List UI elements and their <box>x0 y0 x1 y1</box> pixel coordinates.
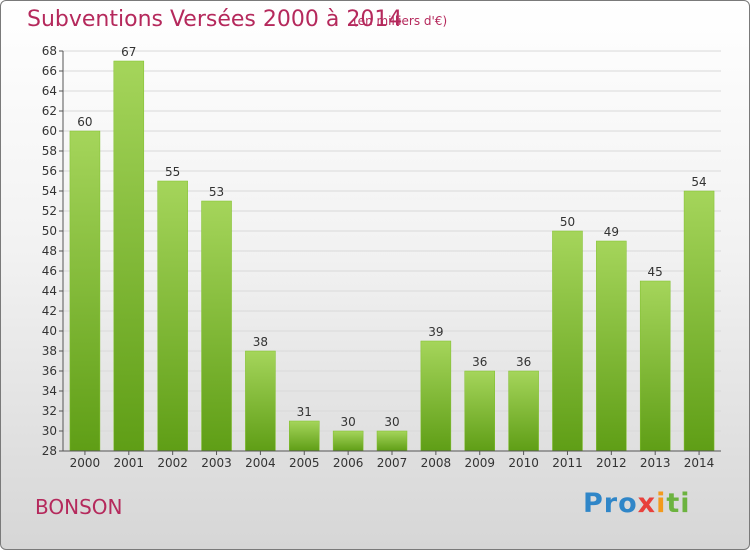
y-tick-label: 38 <box>42 344 57 358</box>
x-tick-label-2005: 2005 <box>289 456 320 470</box>
x-tick-label-2008: 2008 <box>421 456 452 470</box>
data-label-2001: 67 <box>121 45 136 59</box>
y-tick-label: 56 <box>42 164 57 178</box>
y-tick-label: 68 <box>42 44 57 58</box>
y-tick-label: 40 <box>42 324 57 338</box>
commune-name: BONSON <box>35 495 123 519</box>
data-label-2002: 55 <box>165 165 180 179</box>
y-tick-label: 60 <box>42 124 57 138</box>
bar-2010 <box>508 370 539 452</box>
x-tick-label-2002: 2002 <box>157 456 188 470</box>
x-tick-label-2012: 2012 <box>596 456 627 470</box>
x-tick-label-2007: 2007 <box>377 456 408 470</box>
bar-2006 <box>332 430 364 452</box>
data-label-2012: 49 <box>604 225 619 239</box>
bar-2005 <box>289 420 320 452</box>
x-tick-label-2003: 2003 <box>201 456 232 470</box>
data-label-2014: 54 <box>691 175 706 189</box>
y-tick-label: 34 <box>42 384 57 398</box>
y-tick-label: 28 <box>42 444 57 458</box>
x-tick-label-2011: 2011 <box>552 456 583 470</box>
data-label-2005: 31 <box>297 405 312 419</box>
data-label-2008: 39 <box>428 325 443 339</box>
data-label-2011: 50 <box>560 215 575 229</box>
data-label-2009: 36 <box>472 355 487 369</box>
y-tick-label: 62 <box>42 104 57 118</box>
y-tick-label: 50 <box>42 224 57 238</box>
y-tick-label: 30 <box>42 424 57 438</box>
bar-2007 <box>376 430 408 452</box>
bar-2014 <box>683 190 715 452</box>
unit-note: (en milliers d'€) <box>353 14 448 28</box>
x-tick-label-2014: 2014 <box>684 456 715 470</box>
x-tick-label-2010: 2010 <box>508 456 539 470</box>
data-label-2010: 36 <box>516 355 531 369</box>
x-tick-label-2013: 2013 <box>640 456 671 470</box>
bar-2008 <box>420 340 452 452</box>
bar-2000 <box>69 130 101 452</box>
logo-part-4: ti <box>666 488 691 519</box>
data-label-2004: 38 <box>253 335 268 349</box>
bar-2001 <box>113 60 145 452</box>
bar-2013 <box>639 280 671 452</box>
x-tick-label-2000: 2000 <box>70 456 101 470</box>
chart-title: Subventions Versées 2000 à 2014 <box>27 7 403 32</box>
x-tick-label-2001: 2001 <box>114 456 145 470</box>
bar-2009 <box>464 370 495 452</box>
x-tick-label-2004: 2004 <box>245 456 276 470</box>
y-tick-label: 54 <box>42 184 57 198</box>
bar-2011 <box>552 230 583 452</box>
y-tick-label: 52 <box>42 204 57 218</box>
y-tick-label: 44 <box>42 284 57 298</box>
data-label-2006: 30 <box>340 415 355 429</box>
logo-part-2: x <box>637 488 657 519</box>
logo-part-1: Pro <box>583 488 638 519</box>
bar-2012 <box>596 240 627 452</box>
x-tick-label-2006: 2006 <box>333 456 364 470</box>
bar-2004 <box>245 350 276 452</box>
bar-2003 <box>201 200 232 452</box>
x-tick-label-2009: 2009 <box>464 456 495 470</box>
bar-2002 <box>157 180 188 452</box>
y-tick-label: 36 <box>42 364 57 378</box>
y-tick-label: 32 <box>42 404 57 418</box>
data-label-2003: 53 <box>209 185 224 199</box>
y-tick-label: 46 <box>42 264 57 278</box>
y-tick-label: 66 <box>42 64 57 78</box>
y-tick-label: 48 <box>42 244 57 258</box>
y-tick-label: 58 <box>42 144 57 158</box>
logo-part-3: i <box>656 488 667 519</box>
data-label-2000: 60 <box>77 115 92 129</box>
data-label-2013: 45 <box>648 265 663 279</box>
data-label-2007: 30 <box>384 415 399 429</box>
y-tick-label: 42 <box>42 304 57 318</box>
proxiti-logo: Proxiti <box>583 488 691 519</box>
y-tick-label: 64 <box>42 84 57 98</box>
